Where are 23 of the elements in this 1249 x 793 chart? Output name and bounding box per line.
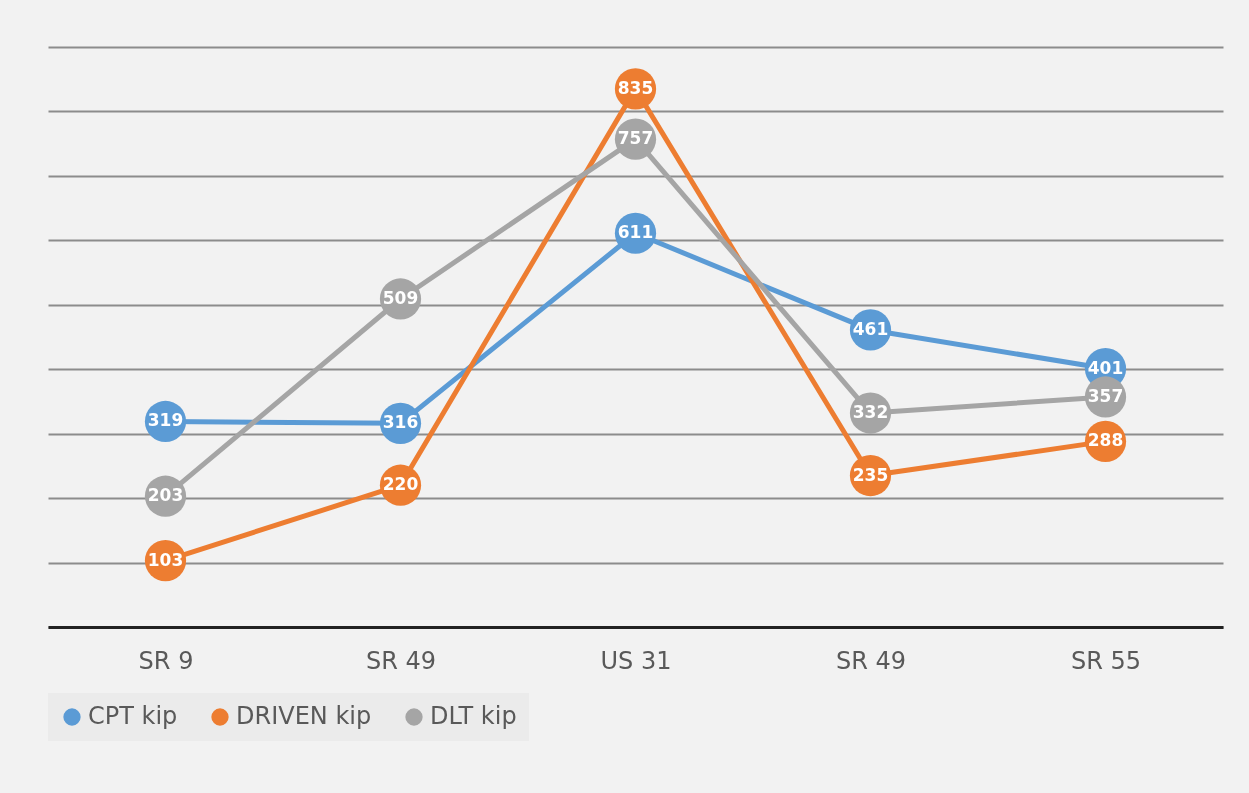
- data-label: 357: [1087, 385, 1124, 406]
- x-tick-label: US 31: [600, 646, 672, 675]
- data-label: 509: [382, 287, 419, 308]
- x-tick-label: SR 9: [138, 646, 194, 675]
- data-label: 203: [147, 485, 184, 506]
- data-label: 316: [382, 412, 419, 433]
- data-label: 288: [1087, 430, 1124, 451]
- legend-label: DRIVEN kip: [236, 702, 372, 730]
- data-label: 332: [852, 402, 889, 423]
- data-label: 611: [617, 222, 654, 243]
- data-label: 757: [617, 128, 654, 149]
- data-label: 235: [852, 464, 889, 485]
- data-label: 835: [617, 77, 654, 98]
- data-label: 103: [147, 549, 184, 570]
- data-label: 401: [1087, 357, 1124, 378]
- x-tick-label: SR 49: [835, 646, 907, 675]
- legend-label: CPT kip: [88, 702, 178, 730]
- x-tick-label: SR 55: [1070, 646, 1142, 675]
- data-label: 461: [852, 318, 889, 339]
- data-label: 319: [147, 410, 184, 431]
- x-tick-label: SR 49: [365, 646, 437, 675]
- data-label: 220: [382, 474, 419, 495]
- legend-label: DLT kip: [430, 702, 517, 730]
